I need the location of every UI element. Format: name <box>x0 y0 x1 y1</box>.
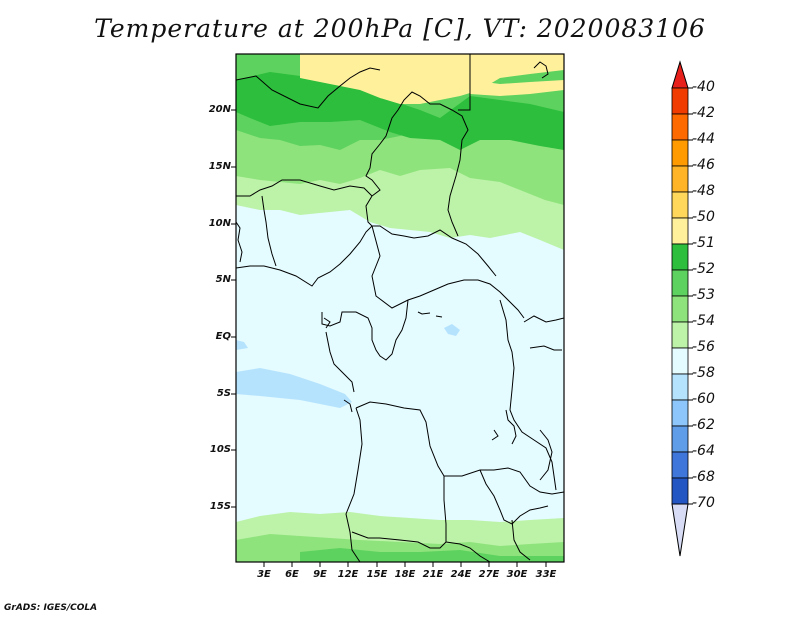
colorbar-swatch <box>671 347 689 375</box>
colorbar-label: -44 <box>692 131 715 147</box>
colorbar-swatch <box>671 217 689 245</box>
colorbar-label: -56 <box>692 339 715 355</box>
colorbar-swatch <box>671 451 689 479</box>
contour-band-50-north <box>300 54 564 104</box>
colorbar-label: -62 <box>692 417 715 433</box>
lon-label-18e: 18E <box>394 569 416 580</box>
map-frame <box>235 53 565 563</box>
contour-band-56-small <box>444 324 460 336</box>
colorbar-label: -53 <box>692 287 715 303</box>
lon-label-24e: 24E <box>450 569 472 580</box>
colorbar-label: -48 <box>692 183 715 199</box>
colorbar-swatch <box>671 269 689 297</box>
lat-label-eq: EQ <box>215 331 231 342</box>
contour-band-56-west <box>236 368 352 408</box>
lon-label-33e: 33E <box>535 569 557 580</box>
lat-label-10s: 10S <box>209 444 231 455</box>
colorbar-label: -42 <box>692 105 715 121</box>
lon-label-15e: 15E <box>366 569 388 580</box>
colorbar-swatch <box>671 191 689 219</box>
colorbar-swatch <box>671 321 689 349</box>
map-field <box>236 54 564 562</box>
colorbar-label: -51 <box>692 235 715 251</box>
contour-band-51-dark <box>236 72 564 150</box>
colorbar-swatch <box>671 399 689 427</box>
lon-label-6e: 6E <box>285 569 299 580</box>
lon-label-30e: 30E <box>506 569 528 580</box>
colorbar-swatch <box>671 373 689 401</box>
lon-label-12e: 12E <box>337 569 359 580</box>
colorbar-label: -50 <box>692 209 715 225</box>
contour-band-51-south <box>300 548 564 562</box>
country-borders <box>236 54 564 562</box>
colorbar-label: -40 <box>692 79 715 95</box>
colorbar-label: -60 <box>692 391 715 407</box>
lon-label-9e: 9E <box>313 569 327 580</box>
colorbar-label: -52 <box>692 261 715 277</box>
colorbar-swatch <box>671 139 689 167</box>
colorbar-swatch <box>671 477 689 505</box>
colorbar-swatch <box>671 113 689 141</box>
colorbar-label: -68 <box>692 469 715 485</box>
lon-label-27e: 27E <box>478 569 500 580</box>
contour-band-56-edge <box>236 340 248 350</box>
colorbar-label: -46 <box>692 157 715 173</box>
lat-label-15s: 15S <box>209 501 231 512</box>
colorbar-swatch <box>671 165 689 193</box>
lat-label-10n: 10N <box>208 218 231 229</box>
colorbar-label: -58 <box>692 365 715 381</box>
colorbar-swatch <box>671 243 689 271</box>
lon-label-21e: 21E <box>422 569 444 580</box>
colorbar-swatch <box>671 295 689 323</box>
colorbar-swatch <box>671 425 689 453</box>
colorbar <box>671 60 693 557</box>
colorbar-swatch <box>671 87 689 115</box>
lat-label-5n: 5N <box>215 274 231 285</box>
map-title: Temperature at 200hPa [C], VT: 202008310… <box>94 14 706 43</box>
colorbar-label: -70 <box>692 495 715 511</box>
lat-label-15n: 15N <box>208 161 231 172</box>
colorbar-top-triangle <box>671 60 689 89</box>
colorbar-label: -54 <box>692 313 715 329</box>
lat-ticks <box>231 109 236 508</box>
lat-label-20n: 20N <box>208 104 231 115</box>
contour-band-50-east <box>470 80 564 96</box>
lon-label-3e: 3E <box>257 569 271 580</box>
lon-ticks <box>263 562 547 567</box>
colorbar-bottom-triangle <box>671 503 689 557</box>
colorbar-label: -64 <box>692 443 715 459</box>
lat-label-5s: 5S <box>216 388 231 399</box>
grads-credit: GrADS: IGES/COLA <box>4 603 98 613</box>
